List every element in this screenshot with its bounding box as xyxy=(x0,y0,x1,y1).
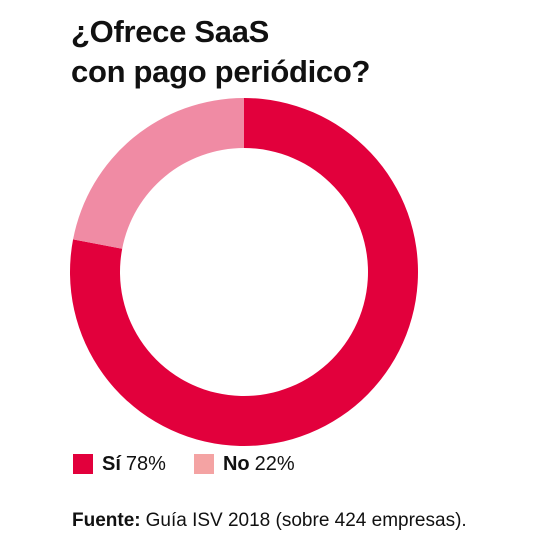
legend-value-no: 22% xyxy=(254,453,295,475)
chart-title: ¿Ofrece SaaS con pago periódico? xyxy=(71,12,531,92)
source-text: Guía ISV 2018 (sobre 424 empresas). xyxy=(145,510,467,531)
donut-slice-no xyxy=(73,98,244,249)
chart-title-line-1: ¿Ofrece SaaS xyxy=(71,14,270,49)
legend-item-no: No 22% xyxy=(193,452,295,476)
legend-item-si: Sí 78% xyxy=(73,452,166,476)
legend-swatch-no xyxy=(193,454,214,474)
legend-swatch-si xyxy=(73,454,93,474)
legend-label-no: No xyxy=(222,453,250,475)
legend-label-si: Sí xyxy=(102,453,121,475)
source-note: Fuente: Guía ISV 2018 (sobre 424 empresas… xyxy=(72,509,467,533)
chart-title-line-2: con pago periódico? xyxy=(71,54,371,89)
legend-value-si: 78% xyxy=(125,453,166,475)
chart-legend: Sí 78% No 22% xyxy=(73,452,323,476)
source-label: Fuente: xyxy=(72,510,141,531)
